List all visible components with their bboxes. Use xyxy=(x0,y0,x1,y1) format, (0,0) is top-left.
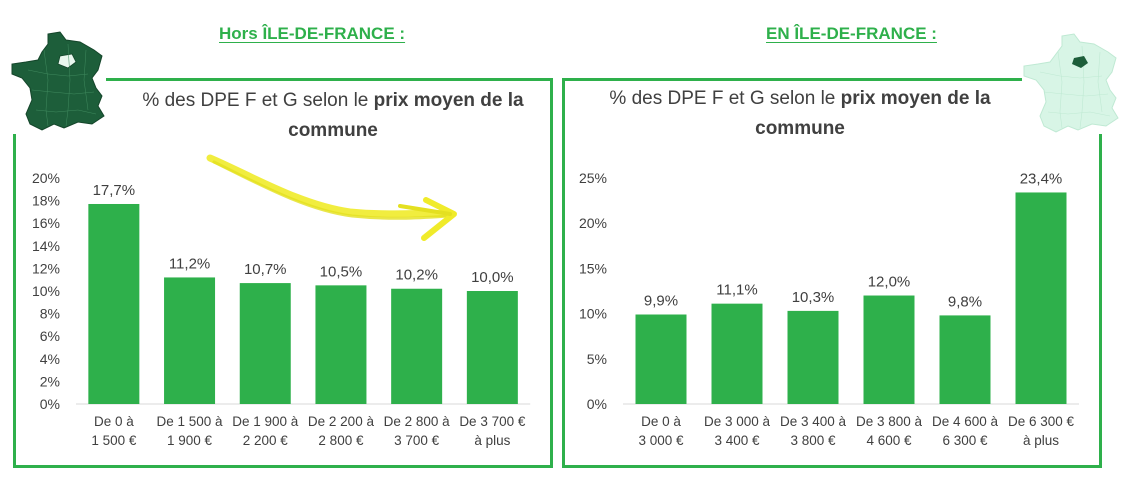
x-tick-label: 2 200 € xyxy=(243,433,289,448)
x-tick-label: De 1 500 à xyxy=(157,414,224,429)
data-label: 12,0% xyxy=(868,274,911,291)
data-label: 10,7% xyxy=(244,261,287,278)
data-label: 10,5% xyxy=(320,263,363,280)
bar xyxy=(863,295,915,404)
france-map-light-icon xyxy=(1023,33,1119,133)
bar xyxy=(466,291,518,404)
y-tick-label: 5% xyxy=(587,351,607,367)
x-tick-label: De 3 400 à xyxy=(780,414,847,429)
hand-drawn-arrow-icon xyxy=(206,154,457,241)
x-tick-label: De 6 300 € xyxy=(1008,414,1075,429)
x-tick-label: De 0 à xyxy=(94,414,134,429)
y-tick-label: 18% xyxy=(32,193,60,209)
data-label: 23,4% xyxy=(1020,170,1063,187)
x-tick-label: 6 300 € xyxy=(942,433,988,448)
bar xyxy=(391,288,443,404)
x-tick-label: De 3 700 € xyxy=(459,414,526,429)
x-tick-label: De 0 à xyxy=(641,414,681,429)
y-tick-label: 14% xyxy=(32,238,60,254)
bar xyxy=(711,303,763,404)
data-label: 9,9% xyxy=(644,293,678,310)
y-tick-label: 0% xyxy=(587,396,607,412)
x-tick-label: 4 600 € xyxy=(866,433,912,448)
right-panel-bottom-edge xyxy=(1015,465,1102,468)
y-tick-label: 10% xyxy=(579,306,607,322)
y-tick-label: 8% xyxy=(40,306,60,322)
data-label: 11,1% xyxy=(716,282,757,299)
right-chart-title: % des DPE F et G selon le prix moyen de … xyxy=(609,88,991,139)
bar xyxy=(1015,192,1067,404)
bar xyxy=(787,310,839,404)
x-tick-label: 2 800 € xyxy=(318,433,364,448)
y-tick-label: 12% xyxy=(32,260,60,276)
bar xyxy=(315,285,367,404)
right-bar-chart: 0% 5% 10% 15% 20% 25% 9,9% De 0 à 3 000 € 11,1% De… xyxy=(579,170,1079,448)
x-tick-label: 1 900 € xyxy=(167,433,213,448)
x-tick-label: De 1 900 à xyxy=(232,414,299,429)
bar xyxy=(239,283,291,404)
x-tick-label: 3 000 € xyxy=(638,433,684,448)
section-title-en-idf: EN ÎLE-DE-FRANCE : xyxy=(766,24,937,43)
y-tick-label: 20% xyxy=(32,170,60,186)
x-tick-label: De 2 800 à xyxy=(384,414,451,429)
x-tick-label: De 2 200 à xyxy=(308,414,375,429)
data-label: 10,0% xyxy=(471,269,514,286)
section-title-hors-idf: Hors ÎLE-DE-FRANCE : xyxy=(219,24,406,43)
y-tick-label: 6% xyxy=(40,328,60,344)
x-tick-label: De 4 600 à xyxy=(932,414,999,429)
y-tick-label: 15% xyxy=(579,260,607,276)
data-label: 10,2% xyxy=(395,267,438,284)
right-panel-edge xyxy=(1099,134,1102,468)
bar xyxy=(88,203,140,404)
y-tick-label: 25% xyxy=(579,170,607,186)
bar xyxy=(635,314,687,404)
x-tick-label: De 3 800 à xyxy=(856,414,923,429)
x-tick-label: 3 400 € xyxy=(714,433,760,448)
left-bar-chart: 0% 2% 4% 6% 8% 10% 12% 14% 16% 18% 20% 17,7% De 0 à 1… xyxy=(32,170,531,448)
x-tick-label: à plus xyxy=(1023,433,1059,448)
y-tick-label: 4% xyxy=(40,351,60,367)
x-tick-label: De 3 000 à xyxy=(704,414,771,429)
y-tick-label: 0% xyxy=(40,396,60,412)
france-map-dark-icon xyxy=(11,31,105,131)
data-label: 11,2% xyxy=(169,255,210,272)
y-tick-label: 20% xyxy=(579,215,607,231)
y-tick-label: 2% xyxy=(40,373,60,389)
x-tick-label: 3 800 € xyxy=(790,433,836,448)
x-tick-label: à plus xyxy=(474,433,510,448)
data-label: 17,7% xyxy=(93,182,136,199)
left-chart-title: % des DPE F et G selon le prix moyen de … xyxy=(142,90,524,141)
left-panel-bottom-edge xyxy=(13,465,113,468)
data-label: 10,3% xyxy=(792,289,835,306)
y-tick-label: 16% xyxy=(32,215,60,231)
left-panel-edge xyxy=(13,134,16,468)
data-label: 9,8% xyxy=(948,293,982,310)
x-tick-label: 3 700 € xyxy=(394,433,440,448)
x-tick-label: 1 500 € xyxy=(91,433,137,448)
bar xyxy=(164,277,216,404)
y-tick-label: 10% xyxy=(32,283,60,299)
bar xyxy=(939,315,991,404)
